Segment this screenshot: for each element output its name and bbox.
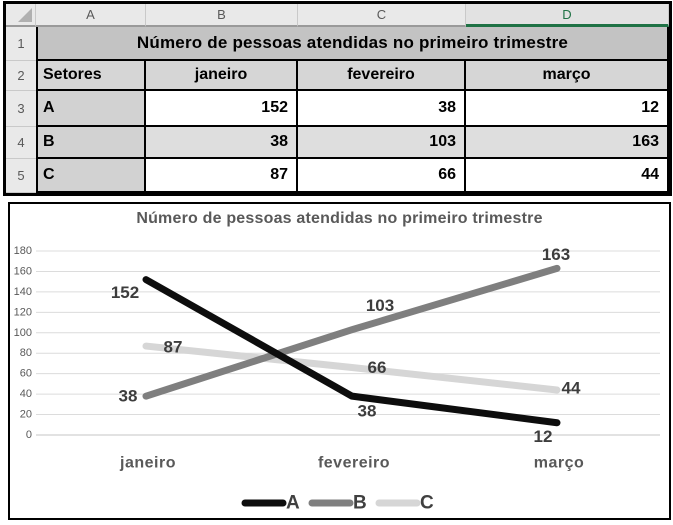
data-label-B-fevereiro: 103 bbox=[366, 296, 394, 315]
y-tick-label-120: 120 bbox=[14, 306, 32, 318]
cell-c-fevereiro[interactable]: 66 bbox=[298, 159, 466, 193]
data-label-C-fevereiro: 66 bbox=[368, 358, 387, 377]
y-tick-label-100: 100 bbox=[14, 327, 32, 339]
row-header-4[interactable]: 4 bbox=[6, 127, 36, 159]
data-label-B-janeiro: 38 bbox=[119, 387, 138, 406]
x-axis-label-janeiro: janeiro bbox=[119, 455, 176, 472]
legend-label-C[interactable]: C bbox=[420, 493, 434, 514]
cell-a-fevereiro[interactable]: 38 bbox=[298, 91, 466, 127]
row-header-1[interactable]: 1 bbox=[6, 27, 36, 61]
column-header-b[interactable]: B bbox=[146, 4, 298, 27]
select-all-triangle-icon bbox=[18, 8, 32, 22]
cell-a-janeiro[interactable]: 152 bbox=[146, 91, 298, 127]
select-all-corner[interactable] bbox=[6, 4, 36, 27]
line-chart-plot: 0 20 40 60 80 100 120 140 160 180 janeiro fevereiro… bbox=[14, 245, 660, 514]
cell-a-marco[interactable]: 12 bbox=[466, 91, 669, 127]
data-label-C-janeiro: 87 bbox=[164, 338, 183, 357]
cell-month-janeiro[interactable]: janeiro bbox=[146, 61, 298, 91]
row-header-3[interactable]: 3 bbox=[6, 91, 36, 127]
cell-c-janeiro[interactable]: 87 bbox=[146, 159, 298, 193]
y-tick-label-20: 20 bbox=[20, 409, 32, 421]
y-tick-label-40: 40 bbox=[20, 388, 32, 400]
series-A-line[interactable] bbox=[142, 276, 561, 427]
cell-c-marco[interactable]: 44 bbox=[466, 159, 669, 193]
chart-title: Número de pessoas atendidas no primeiro … bbox=[136, 210, 543, 227]
cell-b-fevereiro[interactable]: 103 bbox=[298, 127, 466, 159]
cell-b-marco[interactable]: 163 bbox=[466, 127, 669, 159]
y-tick-label-60: 60 bbox=[20, 368, 32, 380]
cell-label-a[interactable]: A bbox=[36, 91, 146, 127]
cell-label-c[interactable]: C bbox=[36, 159, 146, 193]
cell-setores[interactable]: Setores bbox=[36, 61, 146, 91]
row-header-2[interactable]: 2 bbox=[6, 61, 36, 91]
cell-month-marco[interactable]: março bbox=[466, 61, 669, 91]
legend-label-A[interactable]: A bbox=[286, 493, 300, 514]
cell-label-b[interactable]: B bbox=[36, 127, 146, 159]
y-tick-label-160: 160 bbox=[14, 265, 32, 277]
column-header-d[interactable]: D bbox=[466, 4, 669, 27]
x-axis-label-março: março bbox=[534, 455, 585, 472]
data-label-C-março: 44 bbox=[562, 379, 581, 398]
row-header-5[interactable]: 5 bbox=[6, 159, 36, 193]
cell-month-fevereiro[interactable]: fevereiro bbox=[298, 61, 466, 91]
chart-object[interactable]: Número de pessoas atendidas no primeiro … bbox=[8, 202, 671, 520]
y-tick-label-180: 180 bbox=[14, 245, 32, 257]
y-tick-label-140: 140 bbox=[14, 286, 32, 298]
y-tick-label-80: 80 bbox=[20, 347, 32, 359]
x-axis-label-fevereiro: fevereiro bbox=[318, 455, 390, 472]
data-label-A-fevereiro: 38 bbox=[358, 402, 377, 421]
cell-b-janeiro[interactable]: 38 bbox=[146, 127, 298, 159]
series-B-line[interactable] bbox=[142, 264, 561, 400]
data-label-B-março: 163 bbox=[542, 245, 570, 264]
data-label-A-março: 12 bbox=[534, 427, 553, 446]
series-C-line[interactable] bbox=[142, 342, 561, 394]
column-header-a[interactable]: A bbox=[36, 4, 146, 27]
data-label-A-janeiro: 152 bbox=[111, 283, 139, 302]
cell-title-merged[interactable]: Número de pessoas atendidas no primeiro … bbox=[36, 27, 669, 61]
legend-label-B[interactable]: B bbox=[353, 493, 367, 514]
column-header-c[interactable]: C bbox=[298, 4, 466, 27]
y-tick-label-0: 0 bbox=[26, 429, 32, 441]
spreadsheet: A B C D 1 Número de pessoas atendidas no… bbox=[3, 1, 672, 196]
